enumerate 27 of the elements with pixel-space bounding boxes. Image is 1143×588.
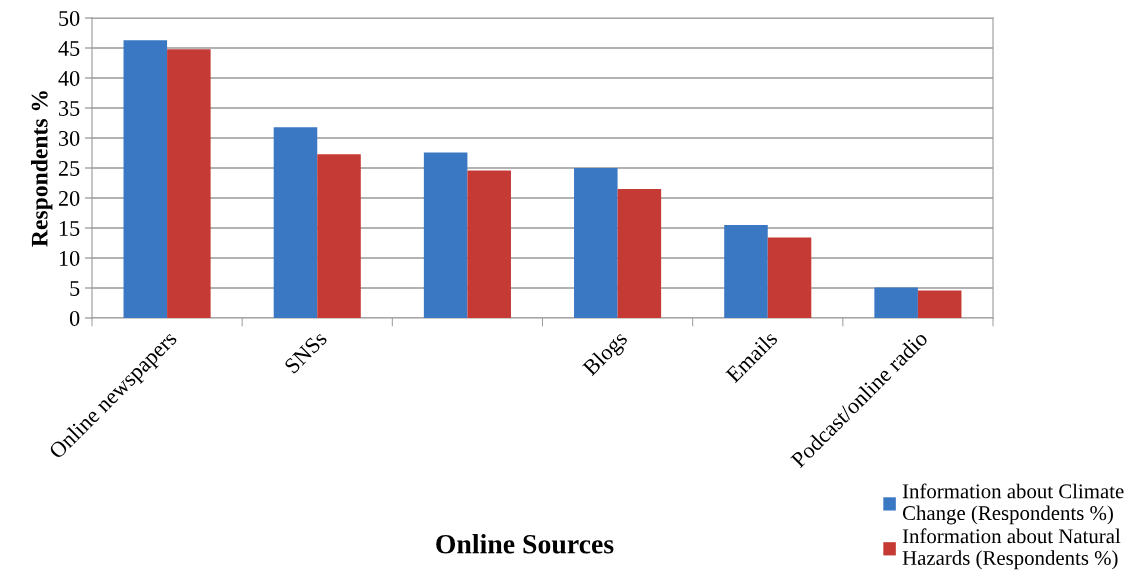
y-tick-label: 15 — [59, 221, 80, 236]
y-tick-label: 50 — [59, 10, 80, 26]
bar — [617, 189, 662, 318]
legend-label: Information about Natural Hazards (Respondents %) — [902, 528, 1121, 570]
bar — [724, 225, 768, 318]
bar — [167, 49, 211, 318]
y-tick-label: 5 — [70, 281, 80, 296]
y-tick-label: 30 — [59, 130, 80, 146]
bar — [273, 127, 318, 318]
x-axis-title: Online Sources — [436, 534, 614, 554]
y-tick-label: 10 — [59, 250, 80, 266]
bar — [874, 287, 918, 318]
bar — [123, 40, 168, 318]
bar — [574, 168, 618, 318]
y-tick-label: 35 — [59, 100, 80, 116]
y-tick-label: 0 — [69, 310, 80, 326]
bar — [423, 152, 468, 318]
y-tick-label: 40 — [58, 70, 80, 86]
y-tick-label: 45 — [58, 41, 80, 56]
y-axis-title: Respondents % — [31, 91, 53, 247]
bar — [467, 170, 511, 318]
bar — [317, 154, 361, 318]
y-tick-label: 25 — [58, 160, 80, 176]
bar — [767, 237, 812, 318]
legend-label: Information about Climate Change (Respondents %) — [902, 483, 1124, 525]
bar — [917, 290, 962, 318]
y-tick-label: 20 — [58, 190, 80, 206]
